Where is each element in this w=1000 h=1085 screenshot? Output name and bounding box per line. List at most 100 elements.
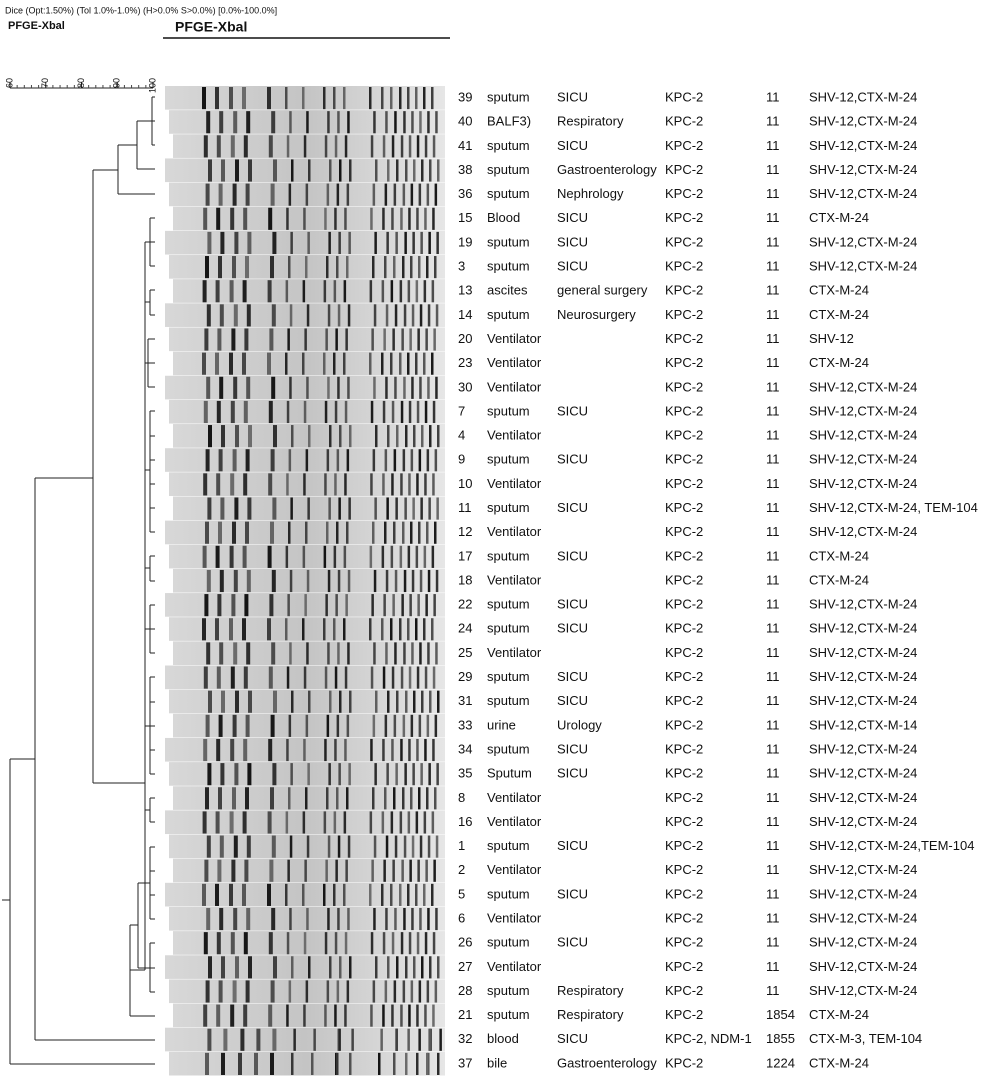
gel-band [313,1028,316,1051]
gel-band [421,425,424,448]
gel-band [399,352,402,375]
gel-band [323,618,326,641]
cell-carbapenemase: KPC-2 [665,814,703,829]
gel-band [246,835,251,858]
gel-band [246,642,251,665]
gel-band [286,932,290,955]
gel-band [407,618,410,641]
gel-lane [165,158,445,183]
gel-band [390,545,394,568]
gel-band [229,811,234,834]
cell-st: 11 [766,162,780,177]
cell-id: 31 [458,693,472,708]
cell-ward: Respiratory [557,1007,624,1022]
gel-band [204,594,209,617]
gel-band [381,883,384,906]
gel-band [306,835,310,858]
gel-band [424,738,427,762]
gel-band [229,618,233,641]
gel-band [428,1028,431,1051]
gel-band [206,907,211,931]
gel-band [405,1052,408,1075]
gel-band [302,545,306,568]
gel-band [349,159,352,182]
cell-source: sputum [487,162,530,177]
gel-band [229,280,234,303]
cell-source: Ventilator [487,959,542,974]
cell-carbapenemase: KPC-2 [665,186,703,201]
gel-band [268,666,273,689]
gel-band [303,666,307,689]
gel-band [269,594,274,617]
cell-source: sputum [487,741,530,756]
cell-id: 30 [458,379,472,394]
cell-ward: Respiratory [557,983,624,998]
gel-band [415,811,419,834]
gel-band [303,473,306,496]
cell-ward: SICU [557,669,588,684]
gel-lane [173,351,445,376]
cell-source: sputum [487,1007,530,1022]
gel-band [437,690,440,713]
gel-band [323,87,326,110]
gel-band [435,111,438,134]
gel-band [426,183,430,206]
gel-band [346,980,350,1003]
gel-band [403,111,406,134]
cell-ward: SICU [557,90,588,105]
gel-band [328,497,331,520]
gel-band [372,980,376,1003]
cell-id: 34 [458,741,472,756]
cell-carbapenemase: KPC-2 [665,548,703,563]
gel-band [411,835,415,858]
gel-band [204,859,209,882]
gel-band [371,328,374,351]
gel-band [387,690,390,713]
gel-band [219,111,224,134]
similarity-scale: 60 70 80 90 100 [4,78,157,93]
cell-carbapenemase: KPC-2 [665,114,703,129]
gel-band [431,87,434,110]
cell-carbapenemase: KPC-2 [665,500,703,515]
gel-band [410,183,414,206]
gel-band [348,763,351,786]
gel-lane [165,955,445,979]
gel-band [208,425,212,448]
cell-esbl: SHV-12,CTX-M-24 [809,524,917,539]
gel-band [325,328,328,351]
gel-band [385,304,389,327]
gel-band [436,763,439,786]
gel-band [324,932,328,955]
gel-band [216,1004,221,1027]
gel-band [216,207,221,230]
gel-band [285,280,289,303]
gel-band [206,304,211,327]
cell-esbl: SHV-12,CTX-M-24 [809,910,917,925]
cell-source: Sputum [487,766,532,781]
cell-id: 6 [458,910,465,925]
cell-ward: SICU [557,259,588,274]
gel-band [437,956,440,979]
gel-band [231,859,236,882]
gel-band [337,111,340,134]
gel-band [230,400,235,424]
gel-band [386,763,389,786]
gel-band [339,956,342,979]
gel-band [391,932,395,955]
cell-esbl: CTX-M-24 [809,210,869,225]
cell-ward: SICU [557,741,588,756]
cell-ward: SICU [557,838,588,853]
cell-source: sputum [487,669,530,684]
gel-lane [169,472,445,496]
gel-band [235,425,239,448]
gel-band [291,690,294,713]
cell-st: 11 [766,379,780,394]
gel-band [409,328,412,351]
cell-id: 33 [458,717,472,732]
gel-band [369,618,372,641]
gel-band [242,883,246,906]
gel-band [405,690,408,713]
gel-band [246,111,251,134]
gel-band [205,256,209,279]
